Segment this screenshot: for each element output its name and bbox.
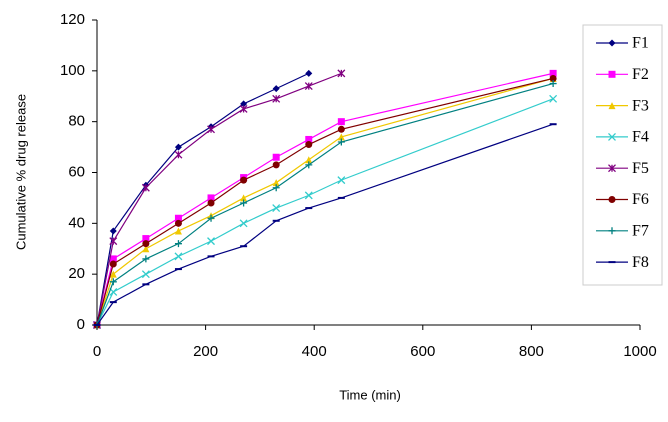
data-point	[272, 94, 281, 103]
data-point	[109, 255, 117, 263]
data-point	[174, 214, 182, 222]
legend-marker	[608, 132, 616, 141]
data-point	[141, 270, 150, 279]
data-point	[207, 199, 215, 207]
data-point	[174, 252, 183, 261]
data-point	[337, 133, 345, 141]
data-point	[109, 227, 117, 235]
data-point	[240, 199, 248, 207]
data-point	[549, 74, 557, 82]
legend-label: F7	[632, 222, 649, 239]
data-point	[337, 118, 345, 126]
series-line	[96, 77, 554, 326]
y-tick-label: 60	[68, 163, 85, 180]
x-tick-label: 400	[302, 343, 327, 360]
data-point	[207, 214, 215, 222]
data-point	[304, 82, 313, 91]
data-point	[174, 150, 183, 159]
data-point	[174, 240, 182, 248]
data-point	[305, 135, 313, 143]
legend-label: F3	[632, 97, 649, 114]
data-point	[142, 255, 150, 263]
data-point	[207, 237, 215, 246]
data-point	[141, 183, 150, 192]
series-line	[96, 72, 554, 326]
y-tick-label: 100	[60, 62, 85, 79]
x-tick-label: 200	[193, 343, 218, 360]
x-tick-label: 1000	[623, 343, 656, 360]
data-point	[240, 194, 248, 202]
series-line	[96, 72, 342, 326]
data-point	[142, 245, 150, 253]
y-tick-label: 80	[68, 113, 85, 130]
data-point	[272, 179, 280, 187]
legend-label: F6	[632, 191, 649, 208]
data-point	[305, 141, 313, 149]
data-point	[304, 191, 313, 200]
data-point	[174, 219, 182, 227]
y-tick-label: 120	[60, 11, 85, 28]
data-point	[109, 260, 117, 268]
data-point	[272, 184, 280, 192]
series-line	[96, 77, 554, 326]
data-point	[549, 80, 557, 88]
data-point	[272, 85, 280, 93]
legend-label: F5	[632, 160, 649, 177]
data-point	[142, 240, 150, 248]
data-point	[272, 204, 281, 213]
legend-marker	[608, 227, 616, 235]
data-point	[239, 219, 248, 228]
legend-marker	[608, 196, 616, 203]
legend-label: F2	[632, 66, 649, 83]
legend-label: F4	[632, 129, 649, 146]
y-tick-label: 0	[77, 316, 85, 333]
x-tick-label: 600	[410, 343, 435, 360]
data-point	[272, 161, 280, 169]
legend-label: F1	[632, 35, 649, 52]
y-tick-label: 20	[68, 265, 85, 282]
data-point	[109, 278, 117, 286]
y-tick-label: 40	[68, 214, 85, 231]
data-point	[174, 143, 182, 151]
data-point	[305, 156, 313, 164]
data-point	[337, 125, 345, 133]
series-line	[96, 98, 554, 326]
x-tick-label: 800	[519, 343, 544, 360]
legend-marker	[608, 102, 616, 110]
series-line	[96, 123, 554, 326]
x-axis-title: Time (min)	[339, 387, 401, 402]
legend-marker	[608, 164, 616, 173]
legend-marker	[608, 39, 616, 47]
legend-marker	[608, 70, 616, 78]
data-point	[174, 227, 182, 235]
y-axis-title: Cumulative % drug release	[13, 94, 28, 250]
data-point	[240, 176, 248, 184]
legend-label: F8	[632, 254, 649, 271]
data-point	[549, 69, 557, 77]
data-point	[305, 69, 313, 77]
data-point	[207, 125, 215, 134]
x-tick-label: 0	[93, 343, 101, 360]
data-point	[549, 94, 558, 103]
data-point	[240, 100, 248, 108]
data-point	[305, 161, 313, 169]
data-point	[272, 153, 280, 161]
data-point	[109, 237, 118, 246]
series-line	[96, 72, 310, 326]
data-point	[109, 270, 117, 278]
series-line	[96, 82, 554, 326]
legend-box	[582, 24, 663, 286]
data-point	[337, 176, 346, 185]
data-point	[142, 235, 150, 243]
data-point	[337, 69, 346, 78]
data-point	[337, 138, 345, 146]
data-point	[207, 194, 215, 202]
data-point	[239, 104, 248, 113]
